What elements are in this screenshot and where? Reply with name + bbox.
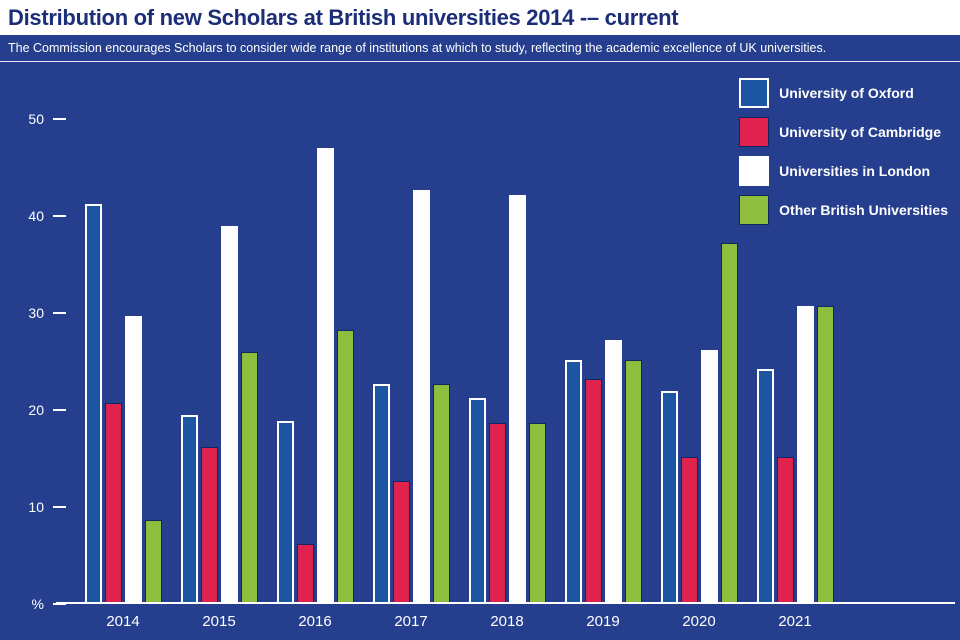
category-slot-2016: 2016 bbox=[267, 85, 363, 630]
bar-group-2014 bbox=[84, 204, 162, 602]
bar-other-2017 bbox=[432, 383, 450, 602]
category-slot-2014: 2014 bbox=[75, 85, 171, 630]
bar-oxford-2016 bbox=[276, 420, 294, 602]
bar-cambridge-2018 bbox=[488, 422, 506, 602]
bar-group-2017 bbox=[372, 189, 450, 602]
bar-london-2019 bbox=[604, 340, 622, 602]
y-axis-tick-mark bbox=[53, 506, 66, 509]
y-axis-tick-mark bbox=[53, 603, 66, 605]
y-axis-tick-label: 20 bbox=[28, 402, 44, 419]
legend-label-oxford: University of Oxford bbox=[779, 85, 914, 101]
x-axis-label-2016: 2016 bbox=[298, 613, 332, 630]
y-axis-tick-30: 30 bbox=[0, 305, 66, 321]
bar-london-2020 bbox=[700, 349, 718, 602]
legend-item-other: Other British Universities bbox=[739, 195, 948, 225]
legend-label-cambridge: University of Cambridge bbox=[779, 124, 941, 140]
bar-group-2021 bbox=[756, 306, 834, 602]
y-axis-tick-mark bbox=[53, 409, 66, 412]
y-axis-tick-mark bbox=[53, 215, 66, 218]
x-axis-label-2021: 2021 bbox=[778, 613, 812, 630]
x-axis-label-2017: 2017 bbox=[394, 613, 428, 630]
bar-oxford-2019 bbox=[564, 359, 582, 602]
bar-cambridge-2015 bbox=[200, 446, 218, 602]
bar-cambridge-2014 bbox=[104, 403, 122, 602]
x-axis-label-2014: 2014 bbox=[106, 613, 140, 630]
y-axis-tick-20: 20 bbox=[0, 402, 66, 418]
category-slot-2017: 2017 bbox=[363, 85, 459, 630]
bar-cambridge-2021 bbox=[776, 456, 794, 602]
y-axis: 50 40 30 20 10% bbox=[0, 85, 66, 612]
x-axis-label-2018: 2018 bbox=[490, 613, 524, 630]
bar-london-2014 bbox=[124, 315, 142, 602]
bar-oxford-2014 bbox=[84, 204, 102, 602]
bar-other-2016 bbox=[336, 330, 354, 602]
bar-oxford-2015 bbox=[180, 414, 198, 602]
bar-other-2014 bbox=[144, 519, 162, 602]
bar-cambridge-2019 bbox=[584, 378, 602, 602]
bar-group-2016 bbox=[276, 148, 354, 602]
category-slot-2020: 2020 bbox=[651, 85, 747, 630]
bar-group-2020 bbox=[660, 243, 738, 602]
category-slot-2015: 2015 bbox=[171, 85, 267, 630]
category-slot-2018: 2018 bbox=[459, 85, 555, 630]
category-slot-2019: 2019 bbox=[555, 85, 651, 630]
bar-cambridge-2020 bbox=[680, 456, 698, 602]
legend-item-london: Universities in London bbox=[739, 156, 948, 186]
y-axis-tick-label: 30 bbox=[28, 305, 44, 322]
bar-cambridge-2017 bbox=[392, 480, 410, 602]
bar-oxford-2020 bbox=[660, 390, 678, 602]
y-axis-tick-10: 10 bbox=[0, 499, 66, 515]
chart-subtitle: The Commission encourages Scholars to co… bbox=[8, 41, 827, 55]
x-axis-label-2020: 2020 bbox=[682, 613, 716, 630]
y-axis-tick-%: % bbox=[0, 596, 66, 612]
legend-swatch-cambridge bbox=[739, 117, 770, 147]
legend-label-other: Other British Universities bbox=[779, 202, 948, 218]
header-divider bbox=[0, 61, 960, 62]
legend-item-oxford: University of Oxford bbox=[739, 78, 948, 108]
header-bar: Distribution of new Scholars at British … bbox=[0, 0, 960, 35]
bar-other-2021 bbox=[816, 306, 834, 602]
bar-group-2019 bbox=[564, 340, 642, 602]
y-axis-tick-50: 50 bbox=[0, 111, 66, 127]
bar-other-2019 bbox=[624, 359, 642, 602]
legend-swatch-london bbox=[739, 156, 770, 186]
bar-other-2020 bbox=[720, 243, 738, 602]
bar-oxford-2017 bbox=[372, 383, 390, 602]
y-axis-tick-label: 10 bbox=[28, 499, 44, 516]
y-axis-tick-label: 50 bbox=[28, 111, 44, 128]
bar-other-2015 bbox=[240, 351, 258, 602]
y-axis-tick-label: % bbox=[31, 596, 44, 612]
legend-swatch-oxford bbox=[739, 78, 770, 108]
bar-london-2016 bbox=[316, 148, 334, 602]
bar-london-2017 bbox=[412, 189, 430, 602]
bar-group-2015 bbox=[180, 225, 258, 602]
y-axis-tick-40: 40 bbox=[0, 208, 66, 224]
bar-london-2018 bbox=[508, 194, 526, 602]
bar-cambridge-2016 bbox=[296, 543, 314, 602]
legend-label-london: Universities in London bbox=[779, 163, 931, 179]
x-axis-label-2019: 2019 bbox=[586, 613, 620, 630]
bar-oxford-2021 bbox=[756, 369, 774, 602]
page-title: Distribution of new Scholars at British … bbox=[8, 4, 679, 30]
legend: University of Oxford University of Cambr… bbox=[739, 78, 948, 234]
bar-oxford-2018 bbox=[468, 398, 486, 602]
legend-swatch-other bbox=[739, 195, 770, 225]
x-axis-label-2015: 2015 bbox=[202, 613, 236, 630]
y-axis-tick-mark bbox=[53, 312, 66, 315]
y-axis-tick-label: 40 bbox=[28, 208, 44, 225]
bar-london-2015 bbox=[220, 225, 238, 602]
bar-other-2018 bbox=[528, 422, 546, 602]
legend-item-cambridge: University of Cambridge bbox=[739, 117, 948, 147]
y-axis-tick-mark bbox=[53, 118, 66, 121]
category-slot-2021: 2021 bbox=[747, 85, 843, 630]
chart-plot-area: 2014 2015 2016 2017 2018 2019 2020 2021 bbox=[56, 85, 955, 630]
bar-group-2018 bbox=[468, 194, 546, 602]
bar-london-2021 bbox=[796, 306, 814, 602]
